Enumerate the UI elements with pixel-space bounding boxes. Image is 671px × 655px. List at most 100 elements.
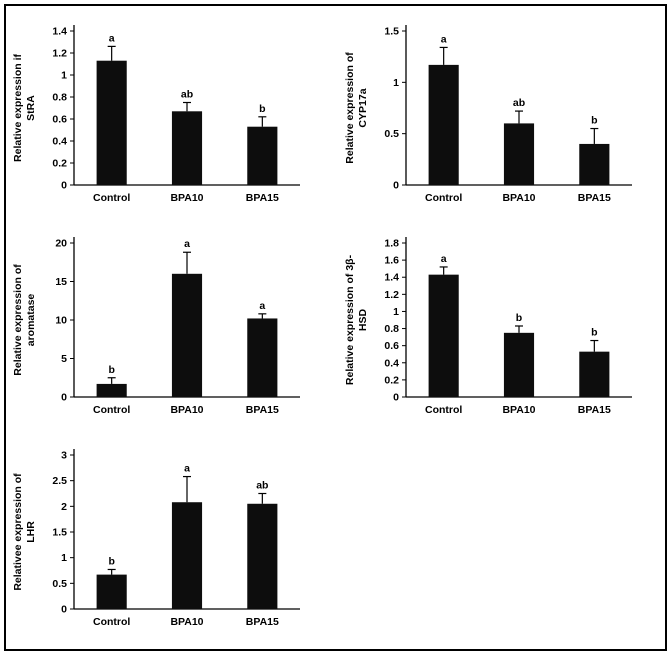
- x-tick-label: Control: [93, 616, 130, 628]
- figure-border: 0 0.2 0.4 0.6 0.8 1 1.2 1.4 a Control ab BPA10 b BPA1…: [4, 4, 667, 651]
- y-tick-label: 1: [61, 552, 67, 564]
- x-tick-label: Control: [93, 404, 130, 416]
- y-tick-label: 1: [61, 70, 67, 82]
- y-axis-title: Relativee expression of: [12, 473, 24, 591]
- chart-aromatase-svg: 0 5 10 15 20 b Control a BPA10 a BPA15 Relative exp…: [12, 237, 300, 416]
- y-axis-title: Relative expression of: [344, 52, 356, 164]
- y-tick-label: 0.5: [384, 128, 399, 140]
- sig-label: a: [184, 238, 190, 250]
- bar-control: [96, 383, 127, 397]
- y-tick-label: 20: [55, 238, 67, 250]
- y-tick-label: 0: [61, 392, 67, 404]
- sig-label: ab: [256, 480, 268, 492]
- y-tick-label: 0.5: [52, 578, 67, 590]
- x-tick-label: BPA10: [502, 404, 535, 416]
- sig-label: a: [259, 300, 265, 312]
- chart-lhr: 0 0.5 1 1.5 2 2.5 3 b Control a BPA10 ab BPA15 Relati…: [10, 436, 328, 642]
- x-tick-label: BPA15: [246, 616, 279, 628]
- x-tick-label: Control: [425, 192, 462, 204]
- bar-control: [96, 60, 127, 186]
- y-tick-label: 1.2: [384, 289, 399, 301]
- chart-cyp17a-svg: 0 0.5 1 1.5 a Control ab BPA10 b BPA15 Relative ex…: [344, 25, 632, 204]
- y-tick-label: 0.6: [384, 340, 399, 352]
- y-tick-label: 1.6: [384, 255, 399, 267]
- sig-label: ab: [513, 97, 525, 109]
- x-tick-label: Control: [425, 404, 462, 416]
- y-axis-title: Relative expression of 3β-: [344, 254, 356, 385]
- sig-label: a: [184, 463, 190, 475]
- y-tick-label: 0: [61, 180, 67, 192]
- sig-label: b: [259, 103, 265, 115]
- y-tick-label: 1.2: [52, 48, 67, 60]
- x-tick-label: BPA10: [170, 404, 203, 416]
- x-tick-label: BPA10: [502, 192, 535, 204]
- x-tick-label: BPA15: [246, 192, 279, 204]
- y-tick-label: 0: [393, 180, 399, 192]
- y-tick-label: 5: [61, 353, 67, 365]
- chart-stra-svg: 0 0.2 0.4 0.6 0.8 1 1.2 1.4 a Control ab BPA10 b BPA1…: [12, 25, 300, 204]
- y-tick-label: 15: [55, 276, 67, 288]
- chart-lhr-svg: 0 0.5 1 1.5 2 2.5 3 b Control a BPA10 ab BPA15 Relati…: [12, 449, 300, 628]
- bar-control: [96, 574, 127, 609]
- chart-3b-hsd-svg: 0 0.2 0.4 0.6 0.8 1 1.2 1.4 1.6 1.8 a Control b BPA10…: [344, 237, 632, 416]
- y-tick-label: 1.4: [384, 272, 399, 284]
- x-tick-label: BPA15: [578, 192, 611, 204]
- sig-label: b: [108, 364, 114, 376]
- bar-bpa15: [579, 351, 610, 397]
- sig-label: a: [441, 33, 447, 45]
- y-axis-title: HSD: [357, 308, 369, 331]
- y-tick-label: 0.6: [52, 114, 67, 126]
- y-axis-title: CYP17a: [357, 88, 369, 127]
- y-axis-title: StRA: [25, 95, 37, 121]
- sig-label: b: [108, 555, 114, 567]
- chart-aromatase: 0 5 10 15 20 b Control a BPA10 a BPA15 Relative exp…: [10, 224, 328, 430]
- y-tick-label: 1: [393, 306, 399, 318]
- y-tick-label: 0.4: [384, 357, 399, 369]
- sig-label: ab: [181, 89, 193, 101]
- y-tick-label: 0: [61, 604, 67, 616]
- sig-label: b: [591, 327, 597, 339]
- chart-stra: 0 0.2 0.4 0.6 0.8 1 1.2 1.4 a Control ab BPA10 b BPA1…: [10, 12, 328, 218]
- bar-bpa15: [247, 318, 278, 397]
- chart-cyp17a: 0 0.5 1 1.5 a Control ab BPA10 b BPA15 Relative ex…: [342, 12, 660, 218]
- y-tick-label: 1.5: [384, 26, 399, 38]
- bar-bpa15: [247, 126, 278, 185]
- bar-bpa10: [503, 332, 535, 397]
- x-tick-label: BPA15: [246, 404, 279, 416]
- y-axis-title: aromatase: [25, 294, 37, 347]
- y-tick-label: 1.5: [52, 527, 67, 539]
- y-tick-label: 0.2: [52, 158, 67, 170]
- bar-bpa10: [171, 273, 203, 397]
- x-tick-label: BPA10: [170, 192, 203, 204]
- y-tick-label: 10: [55, 315, 67, 327]
- y-tick-label: 2.5: [52, 475, 67, 487]
- sig-label: a: [109, 32, 115, 44]
- y-axis-title: LHR: [25, 521, 37, 543]
- charts-grid: 0 0.2 0.4 0.6 0.8 1 1.2 1.4 a Control ab BPA10 b BPA1…: [6, 6, 665, 646]
- y-tick-label: 1.4: [52, 26, 67, 38]
- chart-3b-hsd: 0 0.2 0.4 0.6 0.8 1 1.2 1.4 1.6 1.8 a Control b BPA10…: [342, 224, 660, 430]
- y-tick-label: 0.8: [384, 323, 399, 335]
- bar-bpa10: [503, 123, 535, 185]
- sig-label: a: [441, 253, 447, 265]
- bar-bpa10: [171, 111, 203, 185]
- bar-control: [428, 64, 459, 185]
- x-tick-label: BPA15: [578, 404, 611, 416]
- sig-label: b: [591, 115, 597, 127]
- bar-bpa10: [171, 502, 203, 609]
- x-tick-label: Control: [93, 192, 130, 204]
- y-axis-title: Relative expression if: [12, 54, 24, 162]
- y-tick-label: 0.4: [52, 136, 67, 148]
- y-tick-label: 1: [393, 77, 399, 89]
- bar-bpa15: [579, 143, 610, 185]
- x-tick-label: BPA10: [170, 616, 203, 628]
- bar-control: [428, 274, 459, 397]
- y-tick-label: 0.2: [384, 374, 399, 386]
- y-tick-label: 1.8: [384, 238, 399, 250]
- y-axis-title: Relative expression of: [12, 264, 24, 376]
- y-tick-label: 3: [61, 450, 67, 462]
- y-tick-label: 0.8: [52, 92, 67, 104]
- bar-bpa15: [247, 503, 278, 609]
- y-tick-label: 2: [61, 501, 67, 513]
- sig-label: b: [516, 312, 522, 324]
